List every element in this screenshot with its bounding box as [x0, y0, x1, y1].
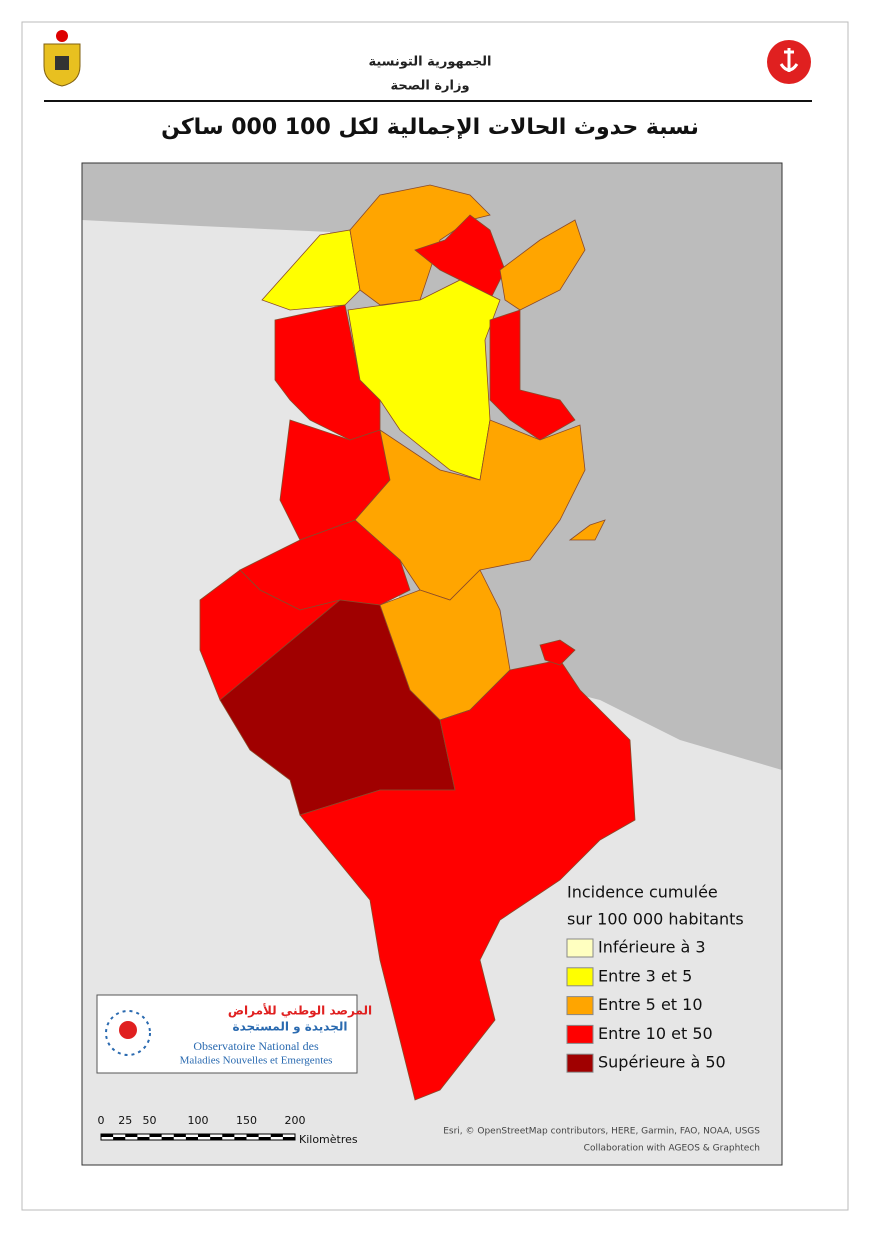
ministry-logo	[767, 40, 811, 84]
legend-label: Inférieure à 3	[598, 938, 706, 957]
logo-box	[96, 994, 358, 1074]
logo-arabic: الجديدة و المستجدة	[233, 1020, 348, 1035]
attribution: Collaboration with AGEOS & Graphtech	[584, 1144, 760, 1154]
legend-swatch	[566, 996, 594, 1016]
scale-segment	[101, 1134, 114, 1137]
scale-bar: Kilomètres 0 25 50 100 150 200	[98, 1114, 358, 1146]
scale-segment	[270, 1134, 283, 1137]
legend-swatch	[566, 1053, 594, 1073]
scale-tick-label: 50	[143, 1114, 157, 1127]
observatory-logo: المرصد الوطني للأمراض الجديدة و المستجدة…	[96, 994, 372, 1074]
legend-swatch	[566, 1024, 594, 1044]
scale-tick-label: 100	[188, 1114, 209, 1127]
map-title: نسبة حدوث الحالات الإجمالية لكل 100 000 …	[161, 115, 699, 140]
legend-swatch	[566, 967, 594, 987]
legend: Incidence cumulée sur 100 000 habitants …	[566, 883, 744, 1073]
scale-segment	[137, 1137, 150, 1140]
legend-label: Entre 5 et 10	[598, 995, 703, 1014]
republic: الجمهورية التونسية	[368, 55, 491, 70]
scale-segment	[113, 1137, 126, 1140]
scale-tick-label: 0	[98, 1114, 105, 1127]
region	[299, 659, 636, 1101]
scale-unit: Kilomètres	[299, 1133, 358, 1146]
scale-segment	[125, 1134, 138, 1137]
scale-tick-label: 150	[236, 1114, 257, 1127]
region	[379, 569, 511, 721]
scale-segment	[246, 1134, 259, 1137]
scale-segment	[185, 1137, 198, 1140]
tunisia-emblem	[43, 30, 81, 87]
scale-tick-label: 200	[285, 1114, 306, 1127]
logo-french: Maladies Nouvelles et Emergentes	[180, 1055, 333, 1067]
scale-segment	[149, 1134, 162, 1137]
scale-tick-label: 25	[118, 1114, 132, 1127]
region	[539, 639, 576, 666]
scale-segment	[173, 1134, 186, 1137]
legend-label: Entre 10 et 50	[598, 1024, 713, 1043]
scale-segment	[282, 1137, 295, 1140]
scale-segment	[222, 1134, 235, 1137]
logo-arabic: المرصد الوطني للأمراض	[228, 1003, 372, 1019]
attribution: Esri, © OpenStreetMap contributors, HERE…	[443, 1127, 760, 1137]
region	[499, 219, 586, 311]
region	[489, 309, 576, 441]
legend-title: Incidence cumulée	[567, 883, 718, 902]
scale-segment	[198, 1134, 211, 1137]
scale-segment	[161, 1137, 174, 1140]
map-frame	[81, 162, 783, 1166]
ministry: وزارة الصحة	[390, 79, 469, 94]
legend-label: Entre 3 et 5	[598, 966, 692, 985]
region	[568, 519, 606, 541]
legend-swatch	[566, 938, 594, 958]
scale-segment	[258, 1137, 271, 1140]
scale-segment	[234, 1137, 247, 1140]
regions	[199, 184, 636, 1101]
logo-french: Observatoire National des	[193, 1039, 319, 1053]
scale-segment	[210, 1137, 223, 1140]
legend-title: sur 100 000 habitants	[567, 910, 744, 929]
legend-label: Supérieure à 50	[598, 1053, 726, 1072]
